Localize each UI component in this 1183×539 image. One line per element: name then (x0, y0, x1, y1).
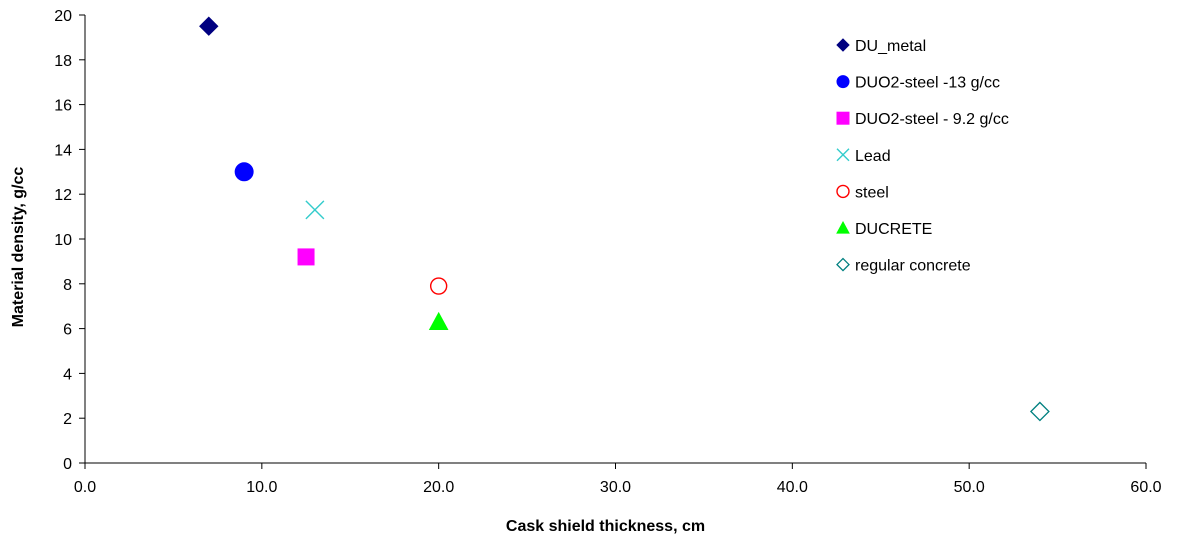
legend-marker (836, 257, 850, 272)
data-point (305, 200, 325, 220)
y-axis-title: Material density, g/cc (10, 167, 27, 328)
legend-marker (836, 38, 850, 52)
legend-marker (836, 111, 850, 125)
y-tick-label: 12 (54, 187, 72, 204)
y-tick-label: 0 (63, 456, 72, 473)
data-point (199, 16, 219, 36)
legend: DU_metal DUO2-steel -13 g/cc DUO2-steel - … (836, 38, 1009, 275)
y-tick-label: 6 (63, 322, 72, 339)
x-tick-label: 0.0 (74, 479, 96, 496)
x-tick-label: 10.0 (246, 479, 277, 496)
legend-marker (836, 220, 850, 234)
y-tick-label: 20 (54, 8, 72, 25)
y-axis-ticks: 0 2 4 6 8 10 12 14 16 18 20 (54, 8, 85, 473)
legend-marker (836, 148, 850, 162)
legend-label: steel (855, 184, 889, 201)
x-axis-ticks: 0.0 10.0 20.0 30.0 40.0 50.0 60.0 (74, 463, 1162, 496)
y-tick-label: 16 (54, 98, 72, 115)
data-point (428, 311, 449, 331)
y-tick-label: 4 (63, 366, 72, 383)
x-tick-label: 60.0 (1130, 479, 1161, 496)
x-tick-label: 50.0 (954, 479, 985, 496)
legend-marker (836, 184, 850, 199)
legend-label: DUCRETE (855, 221, 932, 238)
y-tick-label: 18 (54, 53, 72, 70)
legend-label: DUO2-steel -13 g/cc (855, 75, 1000, 92)
data-point (234, 162, 254, 182)
x-tick-label: 40.0 (777, 479, 808, 496)
x-axis-title: Cask shield thickness, cm (506, 518, 705, 535)
legend-label: DU_metal (855, 38, 926, 55)
y-tick-label: 8 (63, 277, 72, 294)
x-tick-label: 30.0 (600, 479, 631, 496)
data-point (297, 248, 315, 266)
y-tick-label: 10 (54, 232, 72, 249)
data-point (1029, 401, 1050, 422)
x-tick-label: 20.0 (423, 479, 454, 496)
data-point (429, 277, 448, 295)
legend-marker (836, 75, 850, 89)
data-points (199, 16, 1050, 422)
legend-label: DUO2-steel - 9.2 g/cc (855, 111, 1009, 128)
y-tick-label: 14 (54, 142, 72, 159)
legend-label: Lead (855, 148, 891, 165)
y-tick-label: 2 (63, 411, 72, 428)
legend-label: regular concrete (855, 258, 971, 275)
